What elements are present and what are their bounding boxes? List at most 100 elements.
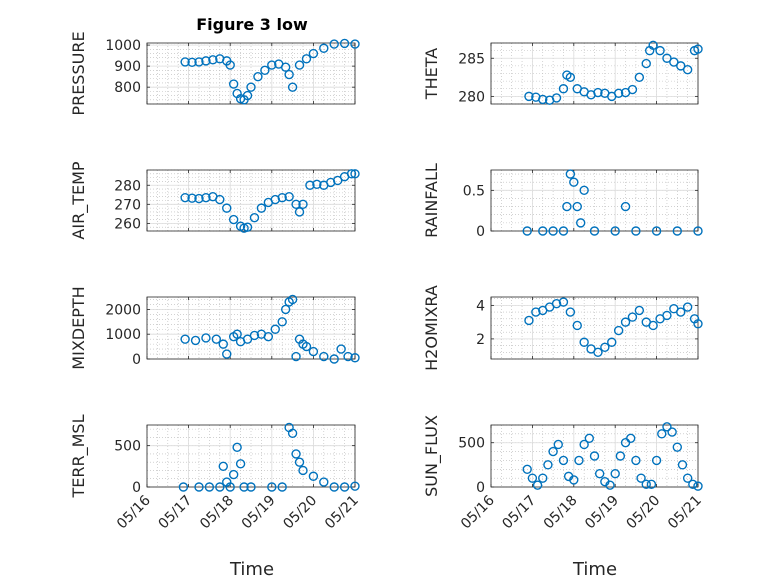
data-point [228, 214, 239, 225]
data-point [634, 72, 645, 83]
data-point [215, 482, 225, 492]
data-point [301, 54, 312, 64]
data-point [522, 464, 532, 474]
data-point [620, 317, 631, 327]
data-point [641, 58, 651, 69]
data-point [208, 55, 218, 65]
data-point [267, 60, 277, 70]
subplot-3: 260 270 280 AIR_TEMP [69, 161, 360, 240]
axes-box [146, 296, 356, 360]
data-point [558, 455, 569, 466]
data-point [211, 334, 222, 344]
y-tick-label: 500 [114, 439, 141, 455]
data-point [178, 482, 189, 492]
data-point [569, 177, 579, 187]
data-point [222, 349, 232, 359]
data-point [574, 455, 584, 466]
data-point [287, 294, 298, 305]
y-tick-label: 0 [132, 352, 141, 368]
figure-title: Figure 3 low [196, 15, 308, 34]
data-point [194, 482, 204, 492]
data-point [201, 56, 211, 66]
data-point [579, 337, 589, 347]
y-tick-label: 4 [476, 298, 485, 314]
data-point [350, 39, 360, 49]
data-point [631, 455, 641, 466]
data-point [553, 439, 563, 450]
data-point [682, 473, 693, 483]
data-point [228, 79, 239, 89]
data-point [662, 53, 672, 63]
data-point [332, 175, 343, 186]
data-point [346, 169, 357, 179]
data-point [298, 465, 308, 476]
axes-box [146, 424, 356, 488]
data-point [294, 457, 305, 467]
y-axis-label: TERR_MSL [69, 414, 89, 498]
data-point [329, 39, 339, 49]
data-point [669, 57, 679, 67]
y-axis-label: AIR_TEMP [69, 161, 89, 239]
data-point [201, 333, 211, 343]
y-axis-label: RAINFALL [422, 163, 441, 238]
data-point [651, 455, 662, 466]
data-point [284, 191, 294, 202]
data-point [249, 212, 260, 223]
data-point [538, 226, 548, 236]
y-tick-label: 280 [458, 89, 485, 105]
data-point [291, 351, 301, 362]
data-point [187, 57, 197, 68]
data-point [256, 203, 267, 213]
y-tick-label: 270 [114, 197, 141, 213]
data-point [524, 315, 534, 326]
data-point [627, 312, 638, 322]
data-point [558, 297, 569, 307]
data-point [232, 442, 242, 453]
data-point [605, 480, 615, 490]
data-point [287, 82, 298, 92]
data-point [336, 344, 346, 354]
data-point [260, 65, 270, 76]
axes-box [490, 42, 699, 105]
data-point [551, 299, 562, 309]
data-point [613, 325, 624, 336]
data-point [569, 475, 579, 485]
data-point [242, 334, 253, 344]
data-point [339, 38, 350, 49]
data-point [558, 84, 569, 94]
x-axis-label-left: Time [229, 559, 274, 580]
y-axis-label: PRESSURE [69, 31, 88, 115]
data-point [287, 428, 298, 438]
data-point [682, 64, 693, 75]
data-point [579, 185, 589, 196]
data-point [524, 91, 534, 102]
data-point [532, 480, 543, 490]
data-point [329, 354, 339, 364]
data-point [263, 331, 274, 342]
data-point [305, 180, 315, 190]
data-point [648, 320, 658, 331]
data-point [620, 201, 631, 212]
data-point [594, 469, 605, 479]
subplot-6: 2 4 H2OMIXRA [422, 285, 703, 371]
data-point [589, 226, 600, 236]
data-point [204, 482, 215, 492]
data-point [308, 48, 319, 59]
subplot-2: 280 285 THETA [422, 40, 703, 105]
data-point [218, 339, 228, 349]
data-point [565, 307, 576, 317]
data-point [576, 218, 586, 228]
data-point [284, 69, 294, 80]
data-point [676, 307, 686, 317]
data-point [551, 93, 562, 103]
data-point [558, 226, 569, 236]
data-point [239, 482, 249, 492]
data-point [308, 471, 319, 481]
data-point [225, 482, 235, 492]
data-point [270, 324, 280, 334]
data-point [562, 201, 572, 212]
axes-box [490, 169, 699, 232]
y-axis-label: H2OMIXRA [422, 285, 441, 371]
data-point [319, 351, 329, 362]
